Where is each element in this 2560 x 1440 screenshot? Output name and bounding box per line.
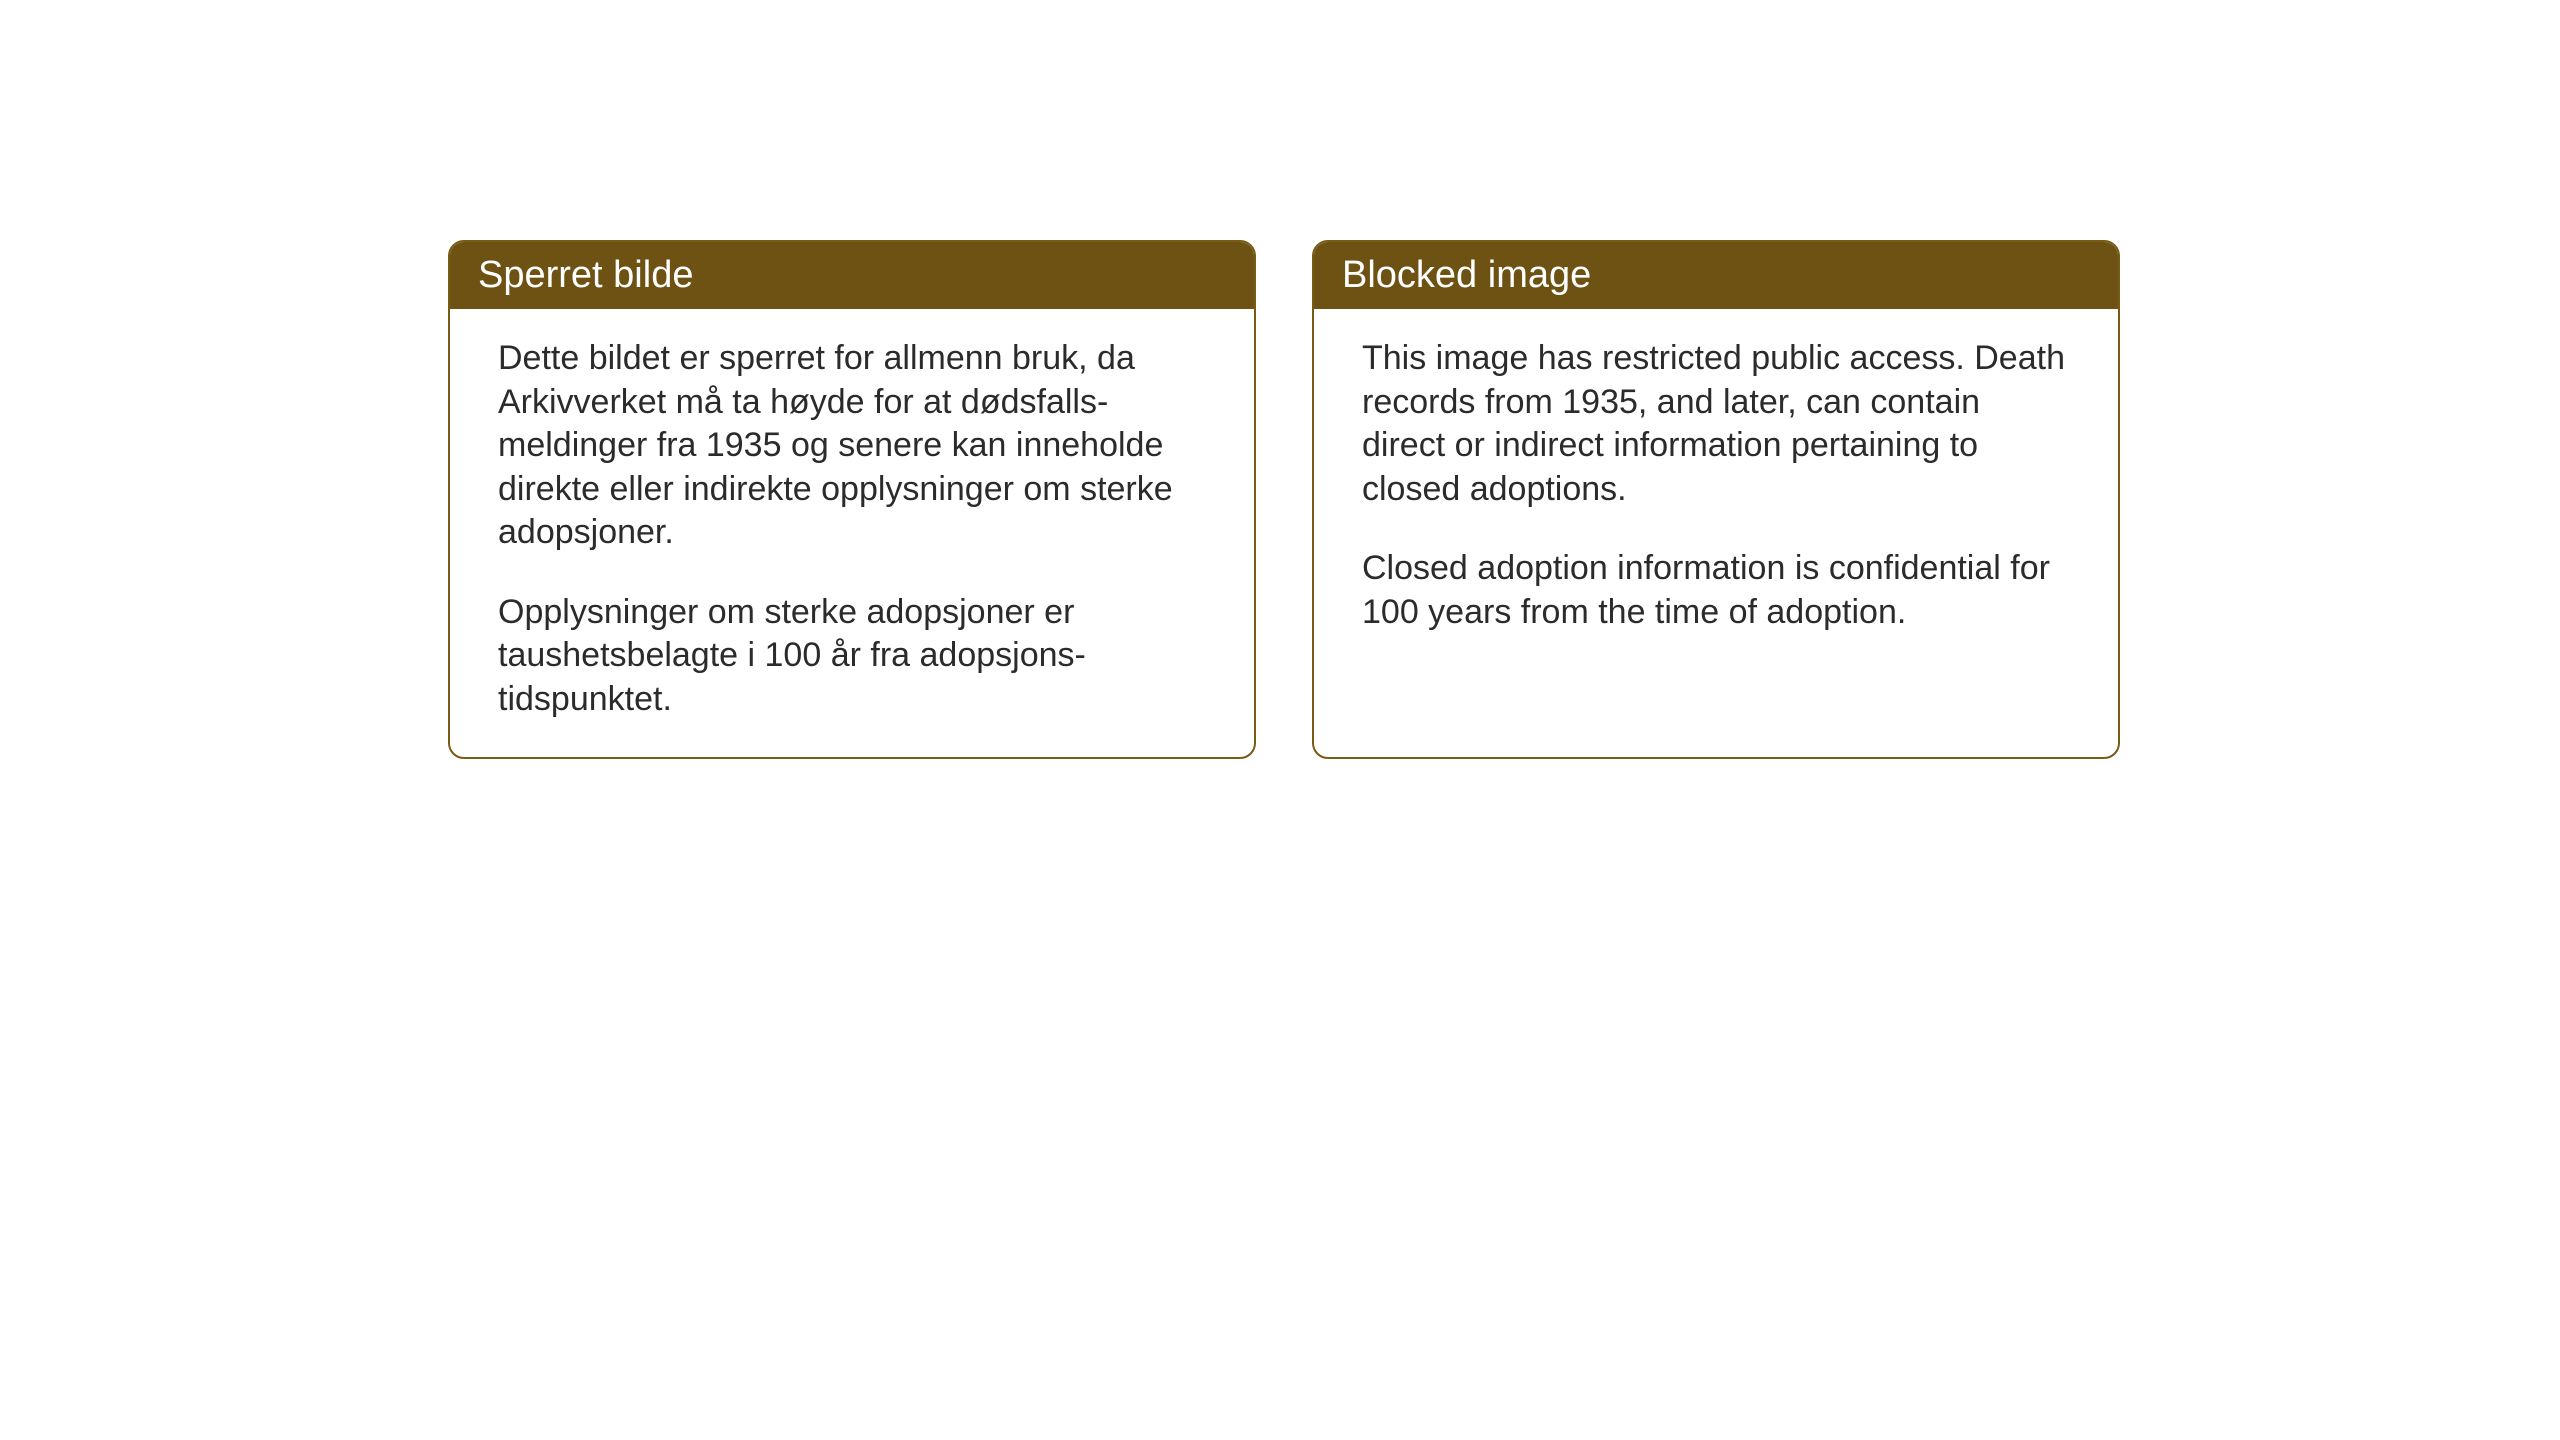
notice-container: Sperret bilde Dette bildet er sperret fo… [448, 240, 2120, 759]
notice-title-norwegian: Sperret bilde [478, 254, 693, 296]
notice-paragraph-2-english: Closed adoption information is confident… [1362, 547, 2070, 634]
notice-paragraph-1-norwegian: Dette bildet er sperret for allmenn bruk… [498, 337, 1206, 555]
notice-header-norwegian: Sperret bilde [450, 242, 1254, 309]
notice-card-english: Blocked image This image has restricted … [1312, 240, 2120, 759]
notice-paragraph-2-norwegian: Opplysninger om sterke adopsjoner er tau… [498, 591, 1206, 722]
notice-header-english: Blocked image [1314, 242, 2118, 309]
notice-body-english: This image has restricted public access.… [1314, 309, 2118, 670]
notice-title-english: Blocked image [1342, 254, 1591, 296]
notice-paragraph-1-english: This image has restricted public access.… [1362, 337, 2070, 511]
notice-body-norwegian: Dette bildet er sperret for allmenn bruk… [450, 309, 1254, 757]
notice-card-norwegian: Sperret bilde Dette bildet er sperret fo… [448, 240, 1256, 759]
